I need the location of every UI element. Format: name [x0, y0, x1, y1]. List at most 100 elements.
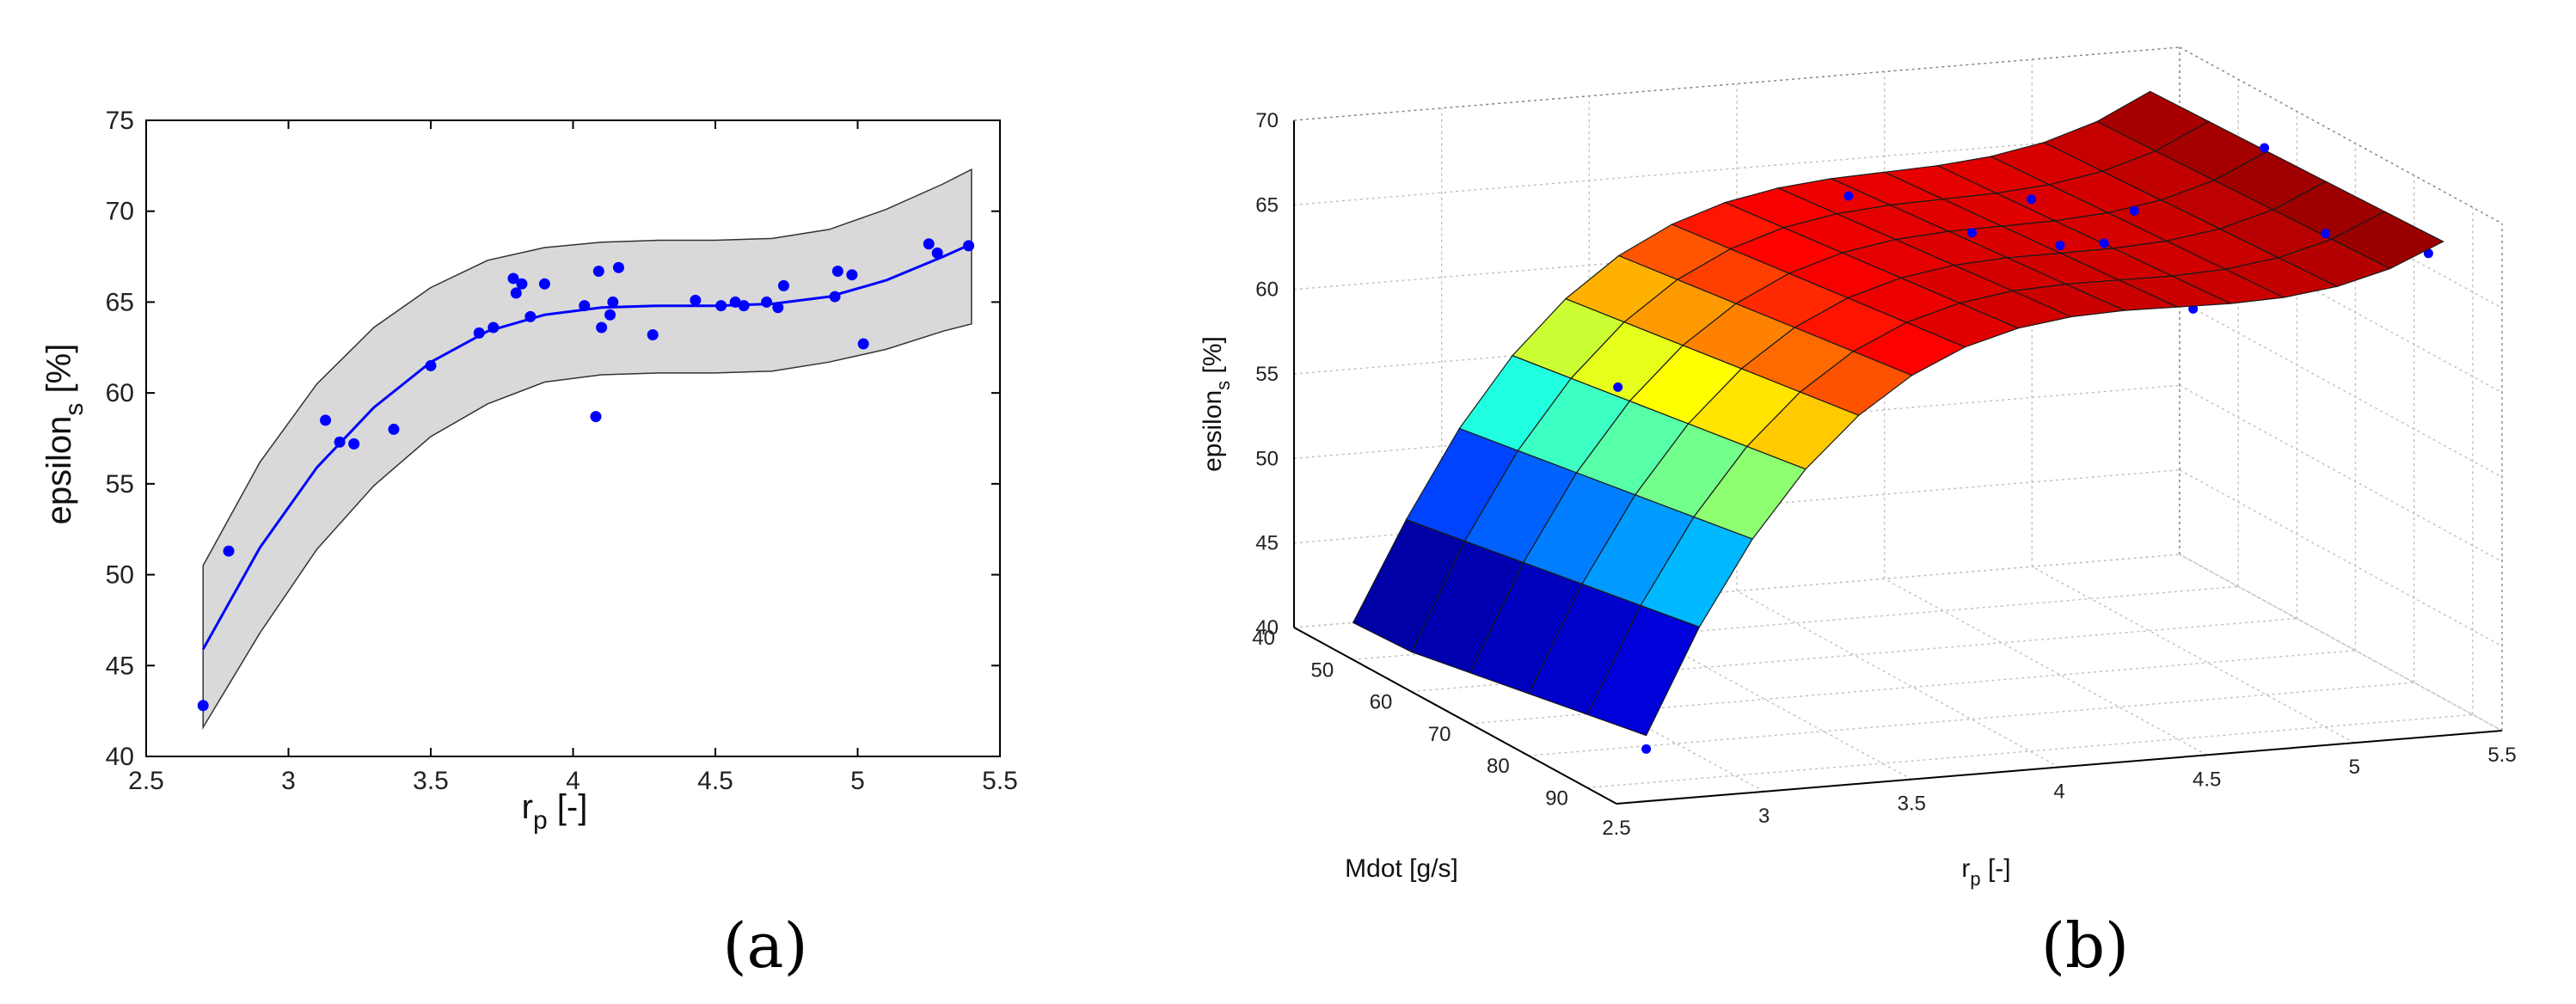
y-tick-label: 75 [106, 107, 134, 135]
panel-label-b: (b) [2041, 909, 2129, 982]
grid-line-floor-y [1352, 585, 2239, 660]
x-axis-label-sub-a: p [533, 806, 548, 835]
z-axis-label-main-b: epsilon [1199, 390, 1227, 472]
grid-line-floor-x [1884, 578, 2208, 756]
data-point [320, 414, 332, 426]
x-tick-label: 2.5 [1602, 817, 1630, 840]
z-tick-label: 70 [1255, 109, 1279, 132]
y-tick-label: 60 [106, 379, 134, 407]
data-point [579, 300, 591, 312]
z-tick-label: 40 [1255, 616, 1279, 640]
y-axis-label-main-a: epsilon [40, 416, 78, 525]
data-point [715, 300, 727, 312]
z-tick-label: 45 [1255, 532, 1279, 555]
x-axis-label-a: rp [-] [522, 788, 588, 835]
box-edge [2179, 46, 2503, 224]
data-point [592, 265, 604, 277]
x-axis-ticks-a: 2.5 3 3.5 4 4.5 5 5.5 [128, 120, 1018, 795]
data-point [348, 438, 360, 450]
data-points-above-b [1613, 143, 2331, 392]
x-tick-label: 5 [2349, 756, 2360, 779]
axis-line-y [1293, 627, 1617, 805]
grid-line-side-z [2179, 300, 2503, 478]
data-point [197, 700, 209, 712]
x-tick-label: 4.5 [2193, 768, 2221, 791]
z-tick-label: 60 [1255, 279, 1279, 302]
x-tick-label: 3 [1758, 805, 1769, 828]
y-tick-label: 50 [106, 561, 134, 590]
grid-line-floor-x [2179, 554, 2503, 732]
y-axis-label-tail-a: [%] [40, 344, 78, 403]
data-point [1613, 382, 1623, 392]
x-axis-label-main-b: r [1961, 854, 1970, 883]
data-point [963, 240, 975, 252]
data-point [538, 278, 550, 290]
grid-line-side-z [2179, 469, 2503, 647]
axis-ticks-b: 40 45 50 55 60 65 70 40 50 60 70 80 90 2.5 3 3.5 4 4.5 5 5.… [1252, 109, 2516, 840]
y-tick-label: 50 [1310, 658, 1334, 682]
surface-b [1352, 90, 2444, 737]
x-tick-label: 4 [566, 767, 580, 795]
data-point [590, 411, 602, 423]
y-tick-label: 60 [1370, 691, 1393, 714]
data-point [334, 436, 346, 448]
data-point [923, 238, 935, 250]
grid-line-floor-y [1586, 713, 2473, 789]
data-point [2027, 194, 2037, 205]
data-point [388, 423, 400, 435]
y-tick-label: 40 [1252, 627, 1275, 650]
z-tick-label: 55 [1255, 363, 1279, 386]
z-axis-label-b: epsilons [%] [1199, 336, 1234, 472]
panel-label-a: (a) [722, 909, 807, 982]
grid-line-side-z [2179, 554, 2503, 732]
grid-line-floor-x [1588, 603, 1912, 781]
data-point [604, 309, 616, 321]
data-point [425, 359, 437, 371]
data-point [2099, 238, 2109, 248]
data-point [596, 321, 608, 334]
x-tick-label: 5.5 [2487, 744, 2516, 767]
data-point [772, 302, 784, 314]
x-axis-label-sub-b: p [1970, 868, 1980, 890]
fit-curve-line [201, 242, 972, 651]
x-tick-label: 4.5 [697, 767, 733, 795]
data-point [607, 296, 619, 308]
x-axis-label-tail-a: [-] [548, 788, 588, 826]
data-point [524, 310, 537, 322]
z-axis-label-sub-b: s [1212, 381, 1234, 390]
y-tick-label: 65 [106, 288, 134, 316]
x-tick-label: 2.5 [128, 767, 164, 795]
y-tick-label: 40 [106, 743, 134, 771]
data-point [507, 272, 519, 285]
fit-curve-a [201, 242, 972, 651]
data-point [223, 545, 235, 557]
x-axis-label-main-a: r [522, 788, 533, 826]
data-point [612, 261, 624, 273]
data-point [761, 296, 773, 308]
z-tick-label: 50 [1255, 447, 1279, 470]
x-tick-label: 3.5 [413, 767, 449, 795]
x-tick-label: 4 [2053, 781, 2064, 804]
y-tick-label: 90 [1545, 787, 1568, 810]
surface-patch [1586, 604, 1701, 737]
y-axis-label-a: epsilons [%] [40, 344, 89, 525]
data-point [738, 300, 750, 312]
grid-line-back-z [1293, 131, 2180, 205]
data-point [857, 338, 869, 350]
data-point [488, 321, 500, 334]
confidence-band-area [202, 168, 972, 730]
y-tick-label: 70 [1428, 723, 1451, 746]
grid-line-back-z [1293, 384, 2180, 459]
data-point [931, 247, 943, 259]
y-axis-ticks-a: 40 45 50 55 60 65 70 75 [106, 107, 1000, 771]
y-axis-label-b: Mdot [g/s] [1345, 854, 1458, 883]
z-axis-label-tail-b: [%] [1199, 336, 1227, 381]
grid-line-side-z [2179, 384, 2503, 562]
grid-line-floor-x [1441, 615, 1765, 793]
data-point [2423, 248, 2433, 259]
y-tick-label: 45 [106, 652, 134, 680]
data-point [729, 296, 741, 308]
chart-b: 40 45 50 55 60 65 70 40 50 60 70 80 90 2.5 3 3.5 4 4.5 5 5.… [1199, 46, 2517, 982]
